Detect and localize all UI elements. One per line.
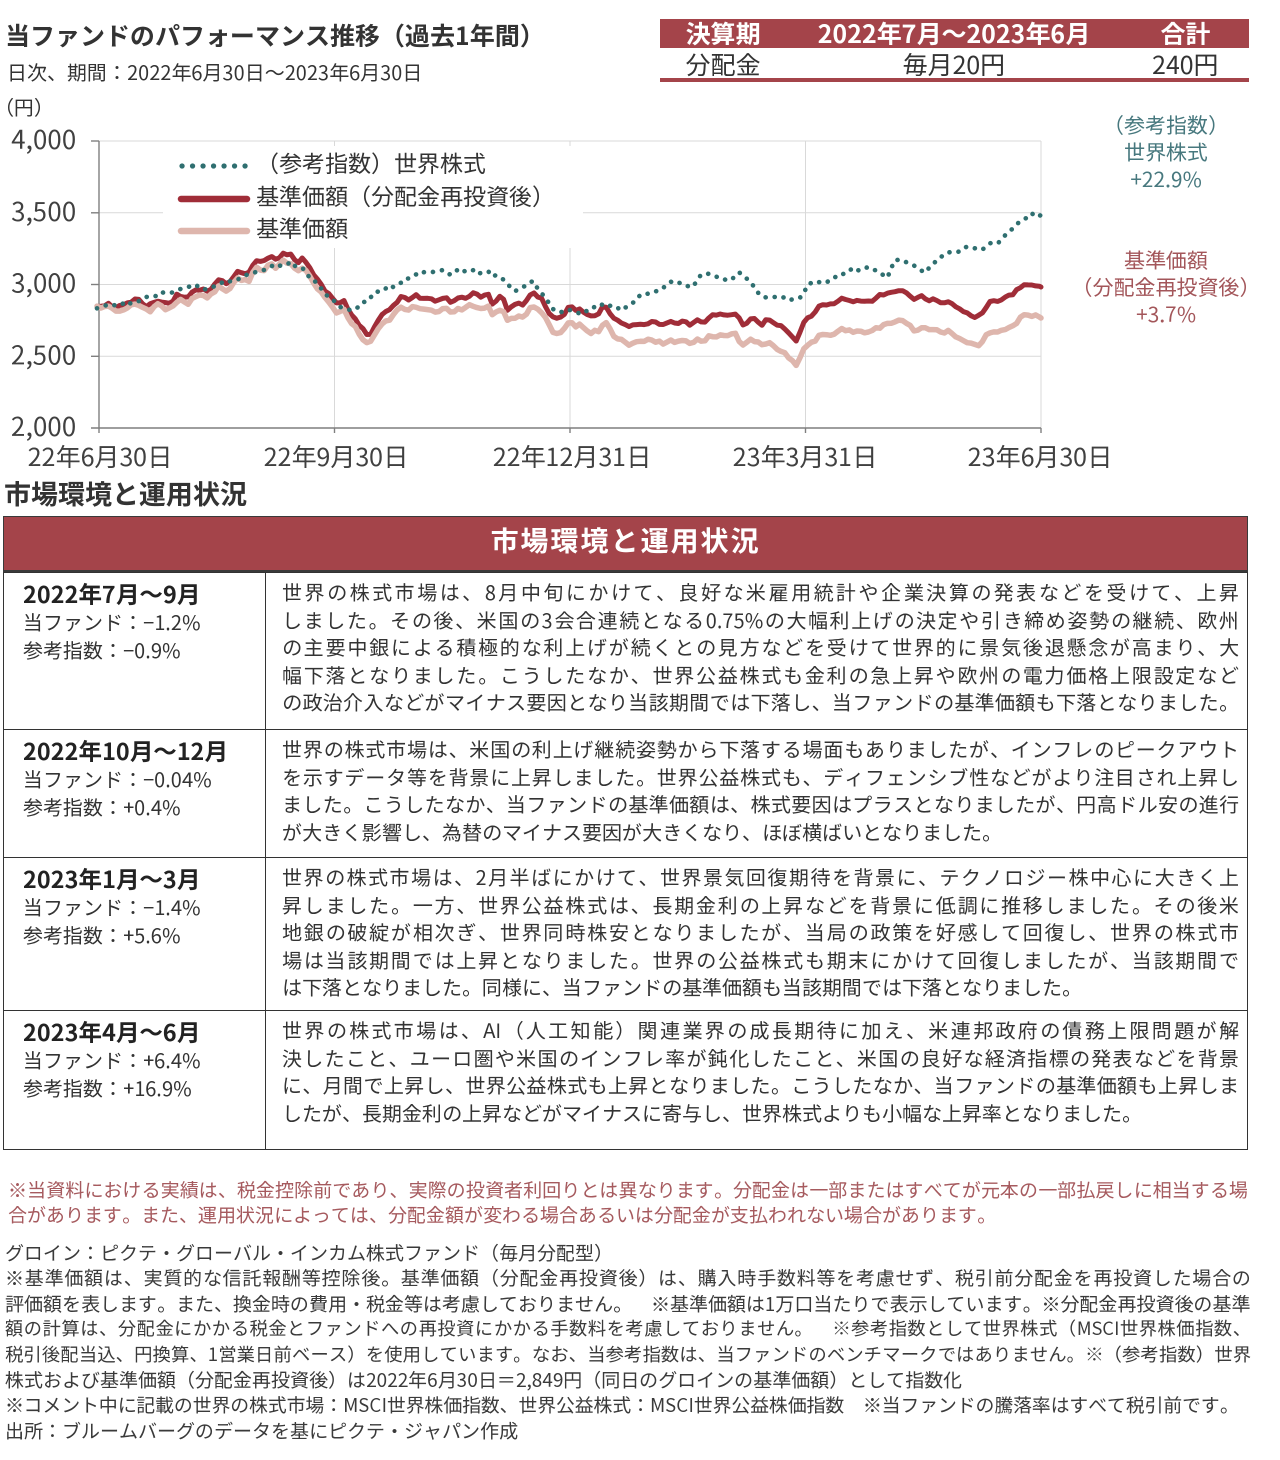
svg-text:23年3月31日: 23年3月31日 [733, 438, 877, 470]
svg-text:基準価額: 基準価額 [256, 210, 348, 244]
svg-text:2,500: 2,500 [11, 335, 76, 372]
svg-text:22年6月30日: 22年6月30日 [28, 438, 172, 470]
svg-text:23年6月30日: 23年6月30日 [968, 438, 1112, 470]
svg-text:22年12月31日: 22年12月31日 [493, 438, 651, 470]
svg-text:4,000: 4,000 [11, 120, 76, 157]
svg-text:3,000: 3,000 [11, 264, 76, 301]
svg-text:2,000: 2,000 [11, 407, 76, 444]
svg-text:22年9月30日: 22年9月30日 [264, 438, 408, 470]
svg-text:3,500: 3,500 [11, 192, 76, 229]
svg-text:基準価額（分配金再投資後）: 基準価額（分配金再投資後） [256, 178, 555, 212]
svg-text:（参考指数）世界株式: （参考指数）世界株式 [256, 145, 486, 179]
